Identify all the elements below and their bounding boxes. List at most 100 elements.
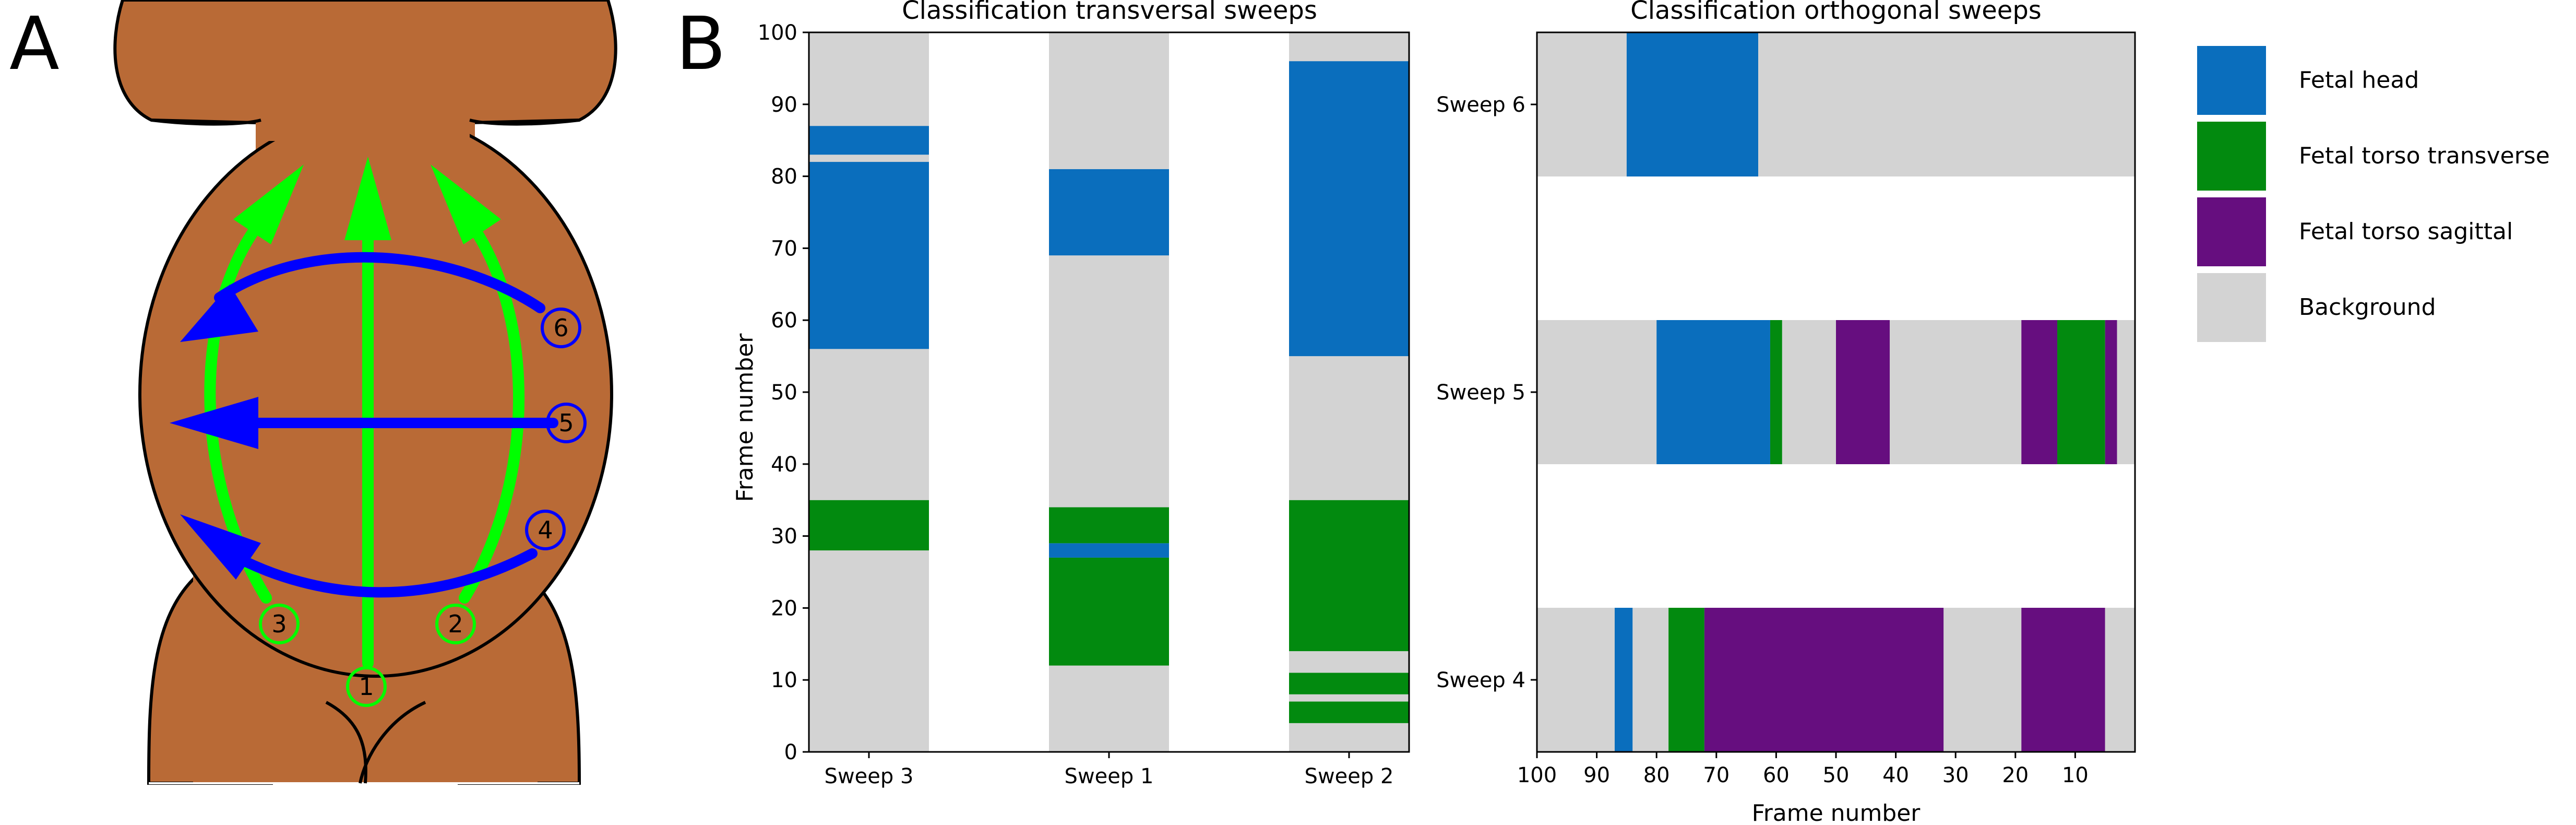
chart-transversal-frame [808,31,1410,753]
sweep-3-arrowhead [233,164,304,244]
panel-a-label: A [9,2,59,87]
marker-4-label: 4 [538,516,553,544]
bar-segment-sweep-4-2 [1632,608,1669,752]
marker-1-label: 1 [359,673,374,701]
bar-segment-sweep-1-0 [1049,665,1169,752]
x-tick-label-10: 10 [2062,763,2089,787]
bar-segment-sweep-2-3 [1289,673,1409,694]
sweep-2-arrowhead [431,164,501,244]
bar-segment-sweep-3-6 [809,32,929,126]
marker-2: 2 [435,604,476,644]
bar-segment-sweep-4-7 [2105,608,2135,752]
bar-segment-sweep-4-1 [1614,608,1633,752]
y-tick-label-sweep-5: Sweep 5 [1436,381,1525,405]
x-tick-label-70: 70 [1703,763,1730,787]
y-tick-label-50: 50 [771,381,797,405]
chart-orthogonal: Classification orthogonal sweeps Frame n… [1436,0,2136,825]
bar-segment-sweep-2-7 [1289,61,1409,357]
legend-label-fetal-head: Fetal head [2299,67,2419,93]
chart-transversal-ylabel: Frame number [732,333,758,502]
marker-4: 4 [525,510,566,550]
y-tick-label-sweep-6: Sweep 6 [1436,93,1525,117]
horizontal-arrowheads [170,285,261,580]
marker-5: 5 [546,403,587,443]
bar-segment-sweep-5-0 [1537,320,1657,464]
legend-swatch-fetal-torso-transverse [2197,122,2266,191]
bar-segment-sweep-4-3 [1668,608,1704,752]
bar-segment-sweep-5-8 [2105,320,2117,464]
x-tick-label-30: 30 [1942,763,1969,787]
y-tick-label-70: 70 [771,237,797,261]
bar-segment-sweep-6-0 [1537,32,1627,176]
sweep-1-arrowhead [344,157,391,240]
legend: Fetal head Fetal torso transverse Fetal to… [2197,46,2550,342]
bar-segment-sweep-2-2 [1289,694,1409,702]
bar-segment-sweep-5-3 [1782,320,1836,464]
y-tick-label-sweep-4: Sweep 4 [1436,668,1525,692]
chart-transversal-title: Classification transversal sweeps [902,0,1317,25]
marker-6: 6 [541,308,581,348]
x-tick-label-100: 100 [1517,763,1557,787]
bar-segment-sweep-3-3 [809,162,929,349]
chest-underline-right [469,119,580,126]
sweep-6-arrow [214,252,545,313]
bar-segment-sweep-4-6 [2021,608,2105,752]
legend-label-fetal-torso-transverse: Fetal torso transverse [2299,143,2550,169]
legend-swatch-background [2197,273,2266,342]
bar-segment-sweep-1-5 [1049,169,1169,256]
bar-segment-sweep-2-4 [1289,651,1409,673]
legend-swatch-fetal-torso-sagittal [2197,197,2266,266]
x-tick-label-40: 40 [1882,763,1909,787]
y-tick-label-100: 100 [758,21,797,45]
bar-segment-sweep-2-1 [1289,701,1409,723]
bar-segment-sweep-1-1 [1049,557,1169,666]
chart-orthogonal-frame [1536,31,2136,753]
vertical-arrowheads [233,157,501,244]
x-tick-label-20: 20 [2002,763,2029,787]
bar-segment-sweep-5-9 [2117,320,2135,464]
y-tick-label-30: 30 [771,525,797,549]
chart-transversal-yticks: 0 10 20 30 40 50 60 70 80 90 100 [758,21,809,764]
bar-segment-sweep-3-2 [809,349,929,500]
sweep-markers: 1 2 3 4 5 6 [259,308,587,707]
bar-segment-sweep-5-2 [1770,320,1782,464]
bar-segment-sweep-4-5 [1943,608,2022,752]
panel-b-label: B [676,2,726,87]
y-tick-label-10: 10 [771,668,797,692]
sweep-4-arrow [219,546,538,598]
y-tick-label-40: 40 [771,453,797,477]
bar-segment-sweep-5-7 [2057,320,2105,464]
panel-a-diagram: A [9,0,617,785]
y-tick-label-0: 0 [784,740,797,764]
bar-segment-sweep-5-4 [1836,320,1890,464]
groin-left [325,701,367,784]
bar-segment-sweep-4-4 [1704,608,1944,752]
marker-5-label: 5 [558,409,574,437]
bar-segment-sweep-2-5 [1289,500,1409,652]
marker-6-label: 6 [553,314,568,342]
chart-orthogonal-bars [1537,32,2135,752]
horizontal-sweeps [214,252,558,598]
bar-segment-sweep-5-1 [1656,320,1770,464]
chest-overlay [261,97,470,141]
chart-transversal: Classification transversal sweeps Frame … [732,0,1410,788]
x-tick-label-sweep-3: Sweep 3 [825,764,914,788]
legend-swatch-fetal-head [2197,46,2266,115]
y-tick-label-80: 80 [771,165,797,189]
y-tick-label-60: 60 [771,309,797,333]
bar-segment-sweep-2-6 [1289,356,1409,500]
legend-label-fetal-torso-sagittal: Fetal torso sagittal [2299,218,2513,245]
marker-2-label: 2 [448,610,463,638]
bar-segment-sweep-5-5 [1890,320,2022,464]
chart-orthogonal-xticks: 100 90 80 70 60 50 40 30 20 10 [1517,752,2089,787]
legend-label-background: Background [2299,294,2436,321]
bar-segment-sweep-1-3 [1049,507,1169,544]
bar-segment-sweep-3-4 [809,155,929,162]
y-tick-label-90: 90 [771,93,797,117]
bar-segment-sweep-1-2 [1049,543,1169,558]
bar-segment-sweep-3-5 [809,126,929,155]
x-tick-label-80: 80 [1643,763,1670,787]
bar-segment-sweep-2-8 [1289,32,1409,62]
bar-segment-sweep-2-0 [1289,723,1409,752]
